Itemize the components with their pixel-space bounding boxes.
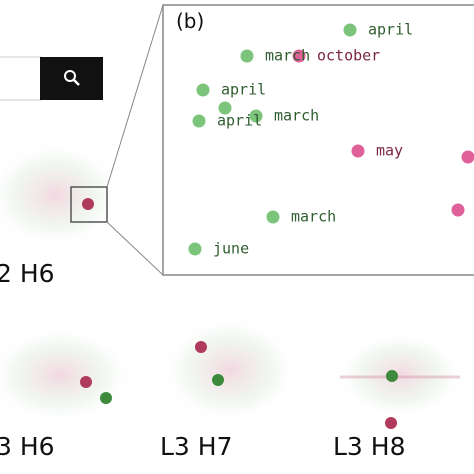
point-label: april: [221, 81, 266, 99]
point-label: october: [317, 47, 380, 65]
panel-b-points: april march october april april march may march…: [188, 21, 474, 258]
zoom-connector: [106, 221, 164, 276]
point-dot: [351, 144, 365, 158]
highlight-dots: [80, 198, 398, 429]
point-dot: [343, 23, 357, 37]
search-button[interactable]: [40, 57, 103, 100]
point-dot: [266, 210, 280, 224]
head-label: L3 H7: [160, 432, 233, 461]
point-dot: [218, 101, 232, 115]
point-dot: [451, 203, 465, 217]
point-dot: [188, 242, 202, 256]
head-label: 2 H6: [0, 259, 55, 288]
point-dot: [461, 150, 474, 164]
head-label: L3 H8: [333, 432, 406, 461]
point-label: march: [265, 47, 310, 65]
point-dot: [249, 109, 263, 123]
point-label: june: [213, 240, 249, 258]
point-label: may: [376, 142, 403, 160]
point-label: march: [291, 208, 336, 226]
zoom-box: [70, 186, 108, 223]
point-dot: [240, 49, 254, 63]
point-label: april: [217, 112, 262, 130]
search-input[interactable]: [0, 56, 42, 101]
panel-b: [162, 4, 474, 276]
point-dot: [196, 83, 210, 97]
point-dot: [292, 49, 306, 63]
point-label: april: [368, 21, 413, 39]
search-icon: [64, 70, 76, 82]
search-icon: [73, 79, 80, 86]
point-dot: [192, 114, 206, 128]
head-label: 3 H6: [0, 432, 55, 461]
panel-label: (b): [176, 9, 204, 33]
zoom-connector: [106, 4, 164, 188]
point-label: march: [274, 107, 319, 125]
